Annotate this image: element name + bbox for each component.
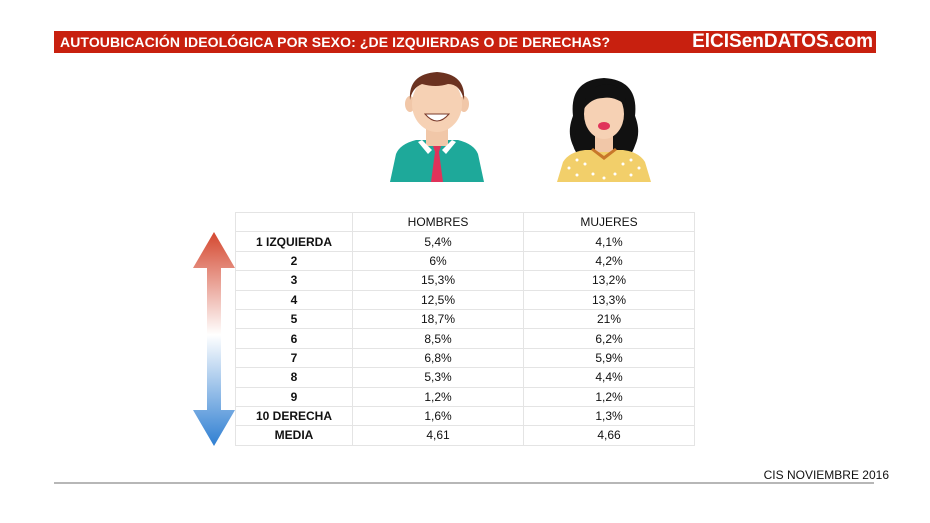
header-bar: AUTOUBICACIÓN IDEOLÓGICA POR SEXO: ¿DE I… [54, 31, 876, 53]
cell-mujeres: 1,2% [523, 386, 695, 407]
left-right-gradient-arrow-icon [193, 232, 235, 446]
table-row: 4 12,5% 13,3% [235, 289, 695, 310]
table-row: 3 15,3% 13,2% [235, 270, 695, 291]
row-label: 9 [235, 386, 353, 407]
cell-mujeres: 13,2% [523, 270, 695, 291]
cell-mujeres: 6,2% [523, 328, 695, 349]
table-header-row: HOMBRES MUJERES [235, 211, 695, 233]
cell-mujeres: 13,3% [523, 289, 695, 310]
row-label: 8 [235, 367, 353, 388]
row-label: 6 [235, 328, 353, 349]
cell-hombres: 6,8% [352, 347, 524, 369]
brand-logo-text[interactable]: ElCISenDATOS.com [692, 31, 873, 52]
cell-mujeres: 4,4% [523, 367, 695, 388]
table-row: 1 IZQUIERDA 5,4% 4,1% [235, 231, 695, 252]
cell-mujeres: 4,1% [523, 231, 695, 252]
row-label: 10 DERECHA [235, 405, 353, 427]
man-avatar-icon [390, 72, 484, 182]
source-note: CIS NOVIEMBRE 2016 [763, 468, 889, 482]
cell-mujeres: 5,9% [523, 347, 695, 369]
cell-hombres: 15,3% [352, 270, 524, 291]
cell-hombres: 1,6% [352, 405, 524, 427]
table-row: 10 DERECHA 1,6% 1,3% [235, 405, 695, 427]
table-row: 6 8,5% 6,2% [235, 328, 695, 349]
table-row-media: MEDIA 4,61 4,66 [235, 425, 695, 446]
row-label: 2 [235, 250, 353, 272]
cell-hombres: 12,5% [352, 289, 524, 310]
column-header-hombres: HOMBRES [352, 211, 524, 233]
table-row: 5 18,7% 21% [235, 308, 695, 330]
cell-hombres: 1,2% [352, 386, 524, 407]
table-row: 7 6,8% 5,9% [235, 347, 695, 369]
cell-mujeres: 21% [523, 308, 695, 330]
footer-divider [54, 482, 874, 484]
row-label: 4 [235, 289, 353, 310]
page-title: AUTOUBICACIÓN IDEOLÓGICA POR SEXO: ¿DE I… [60, 34, 611, 50]
cell-mujeres: 1,3% [523, 405, 695, 427]
row-label: 5 [235, 308, 353, 330]
woman-avatar-icon [557, 78, 651, 182]
cell-hombres: 8,5% [352, 328, 524, 349]
table-row: 9 1,2% 1,2% [235, 386, 695, 407]
data-table: HOMBRES MUJERES 1 IZQUIERDA 5,4% 4,1% 2 … [235, 211, 695, 446]
cell-mujeres: 4,2% [523, 250, 695, 272]
cell-hombres: 6% [352, 250, 524, 272]
table-row: 2 6% 4,2% [235, 250, 695, 272]
cell-hombres: 4,61 [352, 425, 524, 446]
row-label: 1 IZQUIERDA [235, 231, 353, 252]
cell-mujeres: 4,66 [523, 425, 695, 446]
cell-hombres: 18,7% [352, 308, 524, 330]
row-label: MEDIA [235, 425, 353, 446]
row-label: 3 [235, 270, 353, 291]
table-row: 8 5,3% 4,4% [235, 367, 695, 388]
cell-hombres: 5,3% [352, 367, 524, 388]
cell-hombres: 5,4% [352, 231, 524, 252]
row-label: 7 [235, 347, 353, 369]
column-header-label [235, 211, 353, 233]
column-header-mujeres: MUJERES [523, 211, 695, 233]
